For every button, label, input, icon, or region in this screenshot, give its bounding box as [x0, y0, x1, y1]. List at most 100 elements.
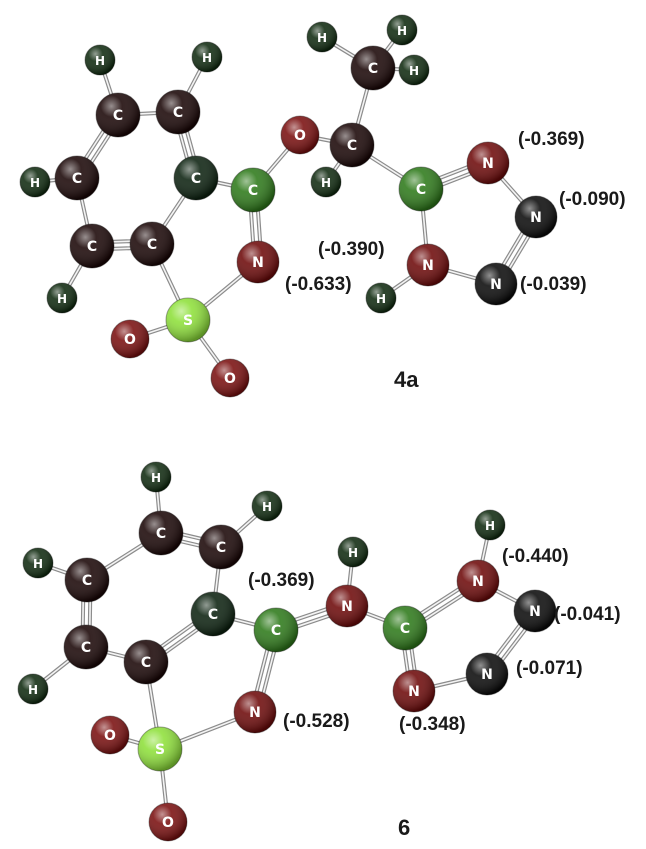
atom-a-c7: C — [231, 168, 275, 212]
atom-label: N — [472, 574, 484, 590]
labels-layer: (-0.369) (-0.090) (-0.390) (-0.633) (-0.… — [248, 129, 626, 840]
charge-label-6-n1: (-0.440) — [502, 546, 569, 567]
atom-label: C — [173, 105, 183, 121]
atom-label: H — [30, 176, 40, 190]
atom-label: H — [262, 500, 272, 514]
atom-label: N — [481, 667, 493, 683]
atom-label: N — [422, 258, 434, 274]
atom-label: H — [321, 176, 331, 190]
atom-label: C — [141, 655, 151, 671]
atom-a-h2: H — [192, 42, 222, 72]
atom-a-o1: O — [111, 320, 149, 358]
atom-b-n3: N — [457, 560, 499, 602]
charge-label-4a-n4: (-0.390) — [318, 239, 385, 260]
atom-a-n3: N — [515, 196, 557, 238]
atom-a-o2: O — [211, 359, 249, 397]
atom-label: C — [400, 621, 410, 637]
atom-label: N — [482, 156, 494, 172]
atom-label: C — [191, 171, 201, 187]
atom-a-o3: O — [281, 116, 319, 154]
atom-b-c8: C — [383, 606, 427, 650]
atom-a-h8: H — [399, 55, 429, 85]
atom-a-h9: H — [366, 283, 396, 313]
atom-label: C — [216, 540, 226, 556]
charge-label-6-n4: (-0.348) — [399, 714, 466, 735]
atom-a-n2: N — [467, 142, 509, 184]
atom-label: H — [409, 64, 419, 78]
atom-label: C — [113, 108, 123, 124]
atom-label: H — [376, 292, 386, 306]
atom-label: N — [529, 604, 541, 620]
atom-label: H — [202, 51, 212, 65]
atom-label: H — [33, 557, 43, 571]
atom-label: H — [28, 683, 38, 697]
atom-b-h2: H — [252, 491, 282, 521]
atom-a-c4: C — [174, 156, 218, 200]
atom-label: O — [104, 728, 116, 744]
atom-label: H — [151, 471, 161, 485]
atom-b-c1: C — [139, 511, 183, 555]
atom-label: H — [485, 519, 495, 533]
atom-b-c7: C — [254, 608, 298, 652]
compound-label-6: 6 — [398, 815, 410, 840]
charge-label-6-ring-n: (-0.528) — [283, 711, 350, 732]
atom-label: O — [294, 128, 306, 144]
atom-b-n2: N — [326, 585, 368, 627]
atom-a-c6: C — [130, 222, 174, 266]
atom-b-c3: C — [199, 525, 243, 569]
atom-a-h6: H — [307, 22, 337, 52]
atom-a-c10: C — [399, 167, 443, 211]
atom-label: C — [87, 239, 97, 255]
atom-label: H — [397, 24, 407, 38]
atom-a-c3: C — [55, 156, 99, 200]
atom-label: C — [347, 138, 357, 154]
atom-label: C — [368, 61, 378, 77]
charge-label-4a-n3: (-0.039) — [520, 274, 587, 295]
atom-a-h7: H — [387, 15, 417, 45]
atom-label: S — [183, 313, 193, 329]
atom-a-c5: C — [70, 224, 114, 268]
atom-a-s: S — [166, 298, 210, 342]
atom-b-c6: C — [124, 640, 168, 684]
atom-label: O — [224, 371, 236, 387]
atom-label: N — [490, 277, 502, 293]
atom-b-o1: O — [91, 716, 129, 754]
atom-a-n5: N — [475, 263, 517, 305]
atom-label: N — [252, 255, 264, 271]
atom-a-c8: C — [330, 123, 374, 167]
atom-b-n6: N — [393, 670, 435, 712]
charge-label-4a-ring-n: (-0.633) — [285, 274, 352, 295]
atom-label: C — [156, 526, 166, 542]
atom-a-c9: C — [351, 46, 395, 90]
atom-b-h5: H — [338, 537, 368, 567]
atom-a-h1: H — [85, 45, 115, 75]
atom-a-h3: H — [20, 167, 50, 197]
charge-label-4a-n2: (-0.090) — [559, 189, 626, 210]
atom-a-c1: C — [96, 93, 140, 137]
charge-label-6-nh: (-0.369) — [248, 570, 315, 591]
atom-b-c2: C — [65, 558, 109, 602]
atom-b-h6: H — [475, 510, 505, 540]
atom-a-h5: H — [311, 167, 341, 197]
atom-label: N — [341, 599, 353, 615]
atom-label: C — [147, 237, 157, 253]
atom-b-c5: C — [64, 625, 108, 669]
atom-label: H — [95, 54, 105, 68]
atom-a-c2: C — [156, 90, 200, 134]
atom-label: H — [348, 546, 358, 560]
atom-b-c4: C — [191, 592, 235, 636]
atom-label: C — [72, 171, 82, 187]
atom-b-o2: O — [149, 803, 187, 841]
charge-label-6-n3: (-0.071) — [516, 658, 583, 679]
compound-label-4a: 4a — [394, 367, 419, 392]
atom-b-s: S — [138, 727, 182, 771]
atom-label: H — [317, 31, 327, 45]
bonds-layer — [33, 30, 539, 822]
atom-label: S — [155, 742, 165, 758]
atom-label: N — [408, 684, 420, 700]
atom-label: N — [249, 705, 261, 721]
charge-label-4a-n1: (-0.369) — [518, 129, 585, 150]
atom-b-n1: N — [234, 691, 276, 733]
